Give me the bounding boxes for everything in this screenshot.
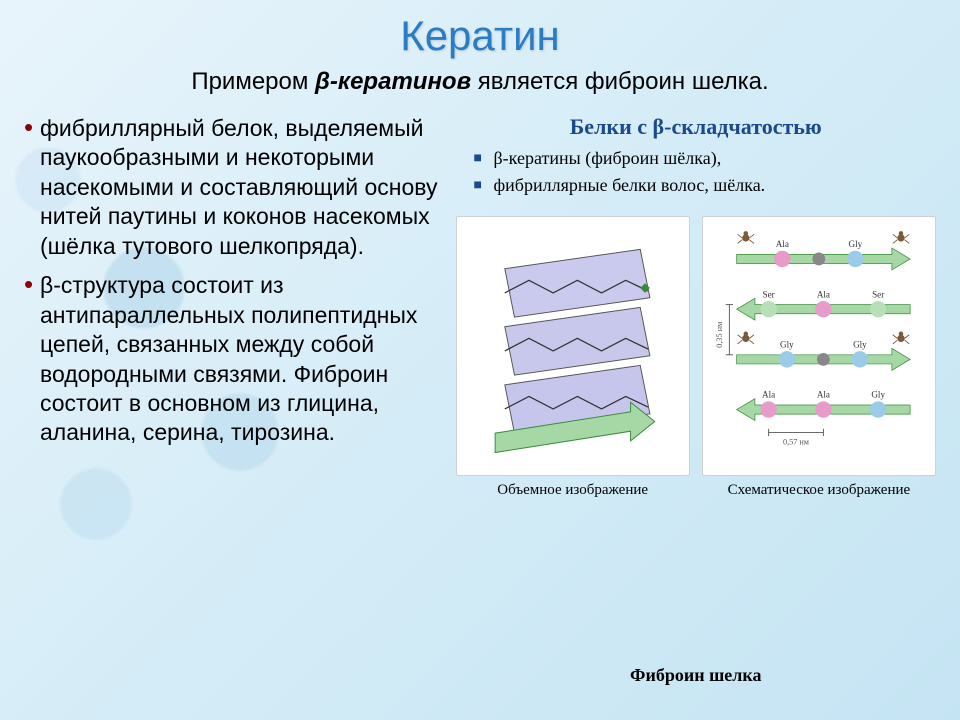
svg-text:Gly: Gly [853, 340, 867, 350]
right-panel-header: Белки с β-складчатостью [456, 114, 936, 140]
left-bullet-list: фибриллярный белок, выделяемый паукообра… [24, 114, 444, 448]
svg-text:Gly: Gly [780, 340, 794, 350]
slide-subtitle: Примером β-кератинов является фиброин ше… [24, 68, 936, 96]
svg-text:Ala: Ala [762, 390, 775, 400]
slide-title: Кератин [24, 12, 936, 60]
diagram-3d: Объемное изображение [456, 216, 690, 499]
diagram-3d-image [456, 216, 690, 476]
list-item: фибриллярный белок, выделяемый паукообра… [24, 114, 444, 261]
fibroin-label: Фиброин шелка [456, 665, 936, 686]
schematic-svg: Ala Gly Ser Ala Ser [712, 227, 926, 464]
slide-container: { "title": "Кератин", "subtitle_prefix":… [0, 0, 960, 720]
svg-text:Ala: Ala [817, 390, 830, 400]
right-list: β-кератины (фиброин шёлка), фибриллярные… [474, 148, 936, 202]
svg-text:Ala: Ala [776, 239, 789, 249]
svg-text:Gly: Gly [849, 239, 863, 249]
svg-text:0,35 нм: 0,35 нм [715, 322, 724, 348]
svg-text:Ser: Ser [763, 290, 775, 300]
subtitle-suffix: является фиброин шелка. [471, 68, 769, 95]
list-item: β-структура состоит из антипараллельных … [24, 271, 444, 448]
svg-text:Ala: Ala [817, 290, 830, 300]
list-item: фибриллярные белки волос, шёлка. [474, 175, 936, 196]
subtitle-bold: β-кератинов [315, 68, 471, 95]
left-column: фибриллярный белок, выделяемый паукообра… [24, 114, 444, 686]
diagram-row: Объемное изображение Ala Gly [456, 216, 936, 655]
subtitle-prefix: Примером [191, 68, 315, 95]
right-column: Белки с β-складчатостью β-кератины (фибр… [456, 114, 936, 686]
list-item: β-кератины (фиброин шёлка), [474, 148, 936, 169]
svg-text:Ser: Ser [872, 290, 884, 300]
diagram-schematic: Ala Gly Ser Ala Ser [702, 216, 936, 499]
svg-text:0,57 нм: 0,57 нм [783, 438, 809, 447]
content-columns: фибриллярный белок, выделяемый паукообра… [24, 114, 936, 686]
diagram-schematic-caption: Схематическое изображение [702, 482, 936, 499]
diagram-3d-caption: Объемное изображение [456, 482, 690, 499]
beta-sheet-3d-svg [468, 230, 677, 462]
diagram-schematic-image: Ala Gly Ser Ala Ser [702, 216, 936, 476]
svg-text:Gly: Gly [871, 390, 885, 400]
